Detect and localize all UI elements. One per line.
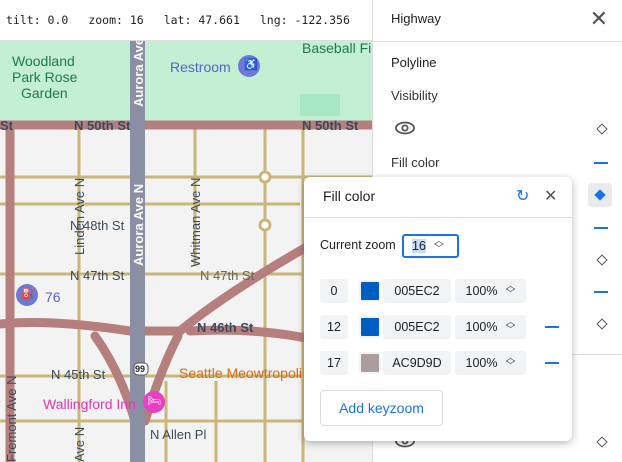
remove-icon[interactable] (594, 291, 608, 293)
opacity-input[interactable]: 100% ︿ ﹀ (455, 315, 526, 339)
stepper-icon[interactable]: ︿ ﹀ (505, 353, 516, 372)
remove-icon[interactable] (594, 162, 608, 164)
keyframe-diamond-icon[interactable] (596, 436, 608, 448)
reset-icon[interactable]: ↻ (516, 188, 530, 205)
poi-gas-station[interactable]: 76 (45, 289, 61, 305)
street-label: St (0, 118, 13, 133)
opacity-value: 100% (465, 356, 498, 370)
lat-readout: lat: 47.661 (163, 13, 240, 27)
restroom-pin (238, 55, 260, 77)
current-zoom-label: Current zoom (320, 238, 396, 252)
remove-keyzoom-icon[interactable] (545, 326, 559, 328)
street-label: N 45th St (51, 367, 106, 382)
color-swatch[interactable] (359, 352, 381, 374)
street-label: Aurora Ave N (131, 183, 146, 266)
street-label: Ave N (72, 426, 87, 462)
keyframe-diamond-icon[interactable] (596, 254, 608, 266)
street-label: N 46th St (197, 320, 254, 335)
keyframe-diamond-icon[interactable] (596, 123, 608, 135)
restroom-icon: ♿ (244, 59, 258, 71)
hex-input[interactable]: 005EC2 (383, 315, 451, 339)
poi-wallingford-inn[interactable]: Wallingford Inn (43, 396, 136, 412)
eye-icon[interactable] (395, 121, 415, 135)
stepper-icon[interactable]: ︿ ﹀ (505, 317, 516, 336)
keyzoom-level[interactable]: 12 (320, 315, 348, 339)
keyframe-diamond-icon[interactable] (596, 318, 608, 330)
street-label: Linden Ave N (72, 177, 87, 255)
keyzoom-level[interactable]: 17 (320, 351, 348, 375)
color-swatch[interactable] (359, 280, 381, 302)
hex-input[interactable]: AC9D9D (383, 351, 451, 375)
popup-title: Fill color (323, 188, 376, 204)
hex-input[interactable]: 005EC2 (383, 279, 451, 303)
poi-label[interactable]: Garden (21, 85, 68, 101)
tilt-readout: tilt: 0.0 (6, 13, 69, 27)
hotel-pin (143, 391, 165, 413)
color-swatch[interactable] (359, 316, 381, 338)
street-label: N 47th St (200, 268, 255, 283)
street-label: N 48th St (70, 218, 125, 233)
keyzoom-level[interactable]: 0 (320, 279, 348, 303)
camera-status-bar: tilt: 0.0 zoom: 16 lat: 47.661 lng: -122… (0, 0, 372, 41)
route-shield: 99 (135, 364, 146, 374)
gas-station-pin (16, 284, 38, 306)
street-label: N 47th St (70, 268, 125, 283)
poi-restroom[interactable]: Restroom (170, 59, 231, 75)
street-label: Fremont Ave N (4, 375, 19, 462)
close-popup-icon[interactable]: ✕ (544, 188, 558, 205)
remove-keyzoom-icon[interactable] (545, 362, 559, 364)
street-label: N 50th St (74, 118, 131, 133)
panel-title: Highway (391, 11, 441, 26)
poi-label[interactable]: Woodland (12, 53, 75, 69)
zoom-readout: zoom: 16 (88, 13, 144, 27)
poi-label[interactable]: Baseball Fi (302, 41, 372, 56)
close-panel-icon[interactable]: ✕ (589, 6, 608, 31)
fill-color-popup: Fill color ↻ ✕ Current zoom 16 ︿ ﹀ 0 005E… (304, 177, 572, 441)
opacity-value: 100% (465, 284, 498, 298)
street-label: Whitman Ave N (188, 177, 203, 267)
current-zoom-input[interactable]: 16 ︿ ﹀ (402, 234, 459, 258)
opacity-input[interactable]: 100% ︿ ﹀ (455, 351, 526, 375)
fill-color-label: Fill color (391, 155, 440, 170)
remove-icon[interactable] (594, 227, 608, 229)
stepper-icon[interactable]: ︿ ﹀ (433, 236, 444, 255)
visibility-label: Visibility (391, 88, 438, 103)
street-label: N Allen Pl (150, 427, 207, 442)
stepper-icon[interactable]: ︿ ﹀ (505, 281, 516, 300)
add-keyzoom-button[interactable]: Add keyzoom (320, 390, 443, 426)
opacity-value: 100% (465, 320, 498, 334)
current-zoom-value: 16 (412, 239, 426, 253)
hotel-icon: 🛏 (147, 395, 161, 407)
aurora-ave (130, 41, 145, 462)
street-label: Aurora Ave N (131, 41, 146, 107)
opacity-input[interactable]: 100% ︿ ﹀ (455, 279, 526, 303)
lng-readout: lng: -122.356 (259, 13, 350, 27)
diamond-filled-icon (594, 189, 606, 201)
poi-seattle-meowtropolitan[interactable]: Seattle Meowtropoli (179, 365, 302, 381)
field (300, 94, 340, 116)
poi-label[interactable]: Park Rose (12, 69, 78, 85)
keyframe-active-button[interactable] (588, 183, 612, 207)
street-label: N 50th St (302, 118, 359, 133)
section-title: Polyline (391, 55, 437, 70)
gas-station-icon: ⛽ (21, 288, 35, 300)
